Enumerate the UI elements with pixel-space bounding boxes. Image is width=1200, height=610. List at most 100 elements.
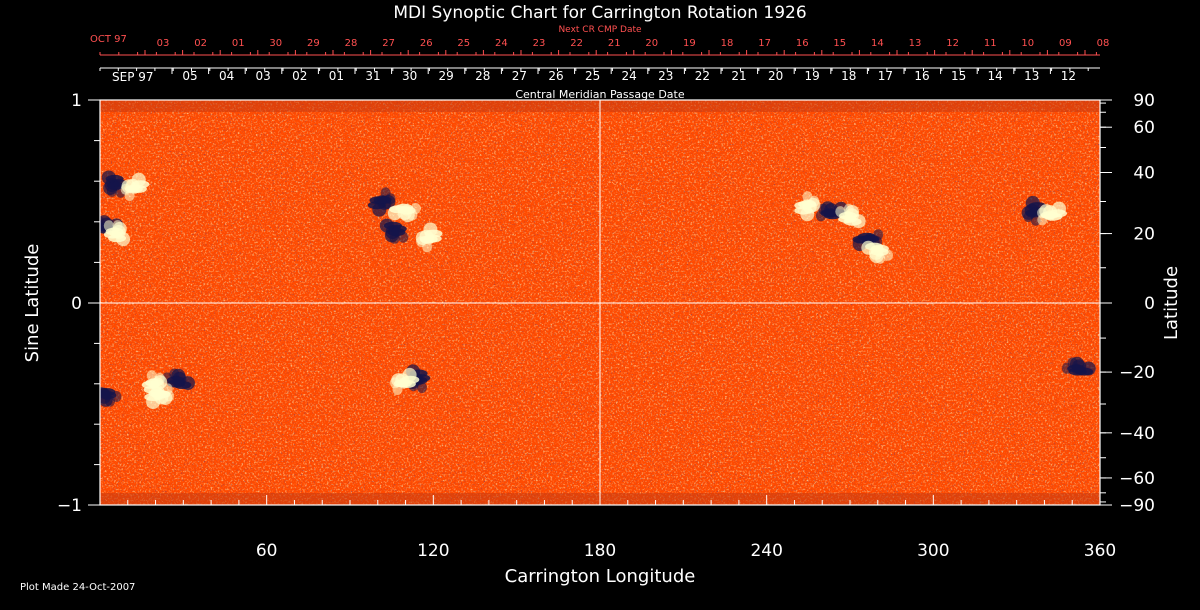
- cmp-axis-tick-label: 29: [439, 69, 454, 83]
- active-region-positive: [794, 191, 821, 222]
- top-axis-tick-label: 21: [608, 38, 621, 49]
- active-region-positive: [861, 240, 894, 264]
- y-right-axis-title: Latitude: [1161, 266, 1182, 340]
- active-region-blob: [373, 196, 392, 204]
- active-region-blob: [1067, 364, 1086, 373]
- top-axis-tick-label: 20: [645, 38, 658, 49]
- active-region-positive: [103, 220, 131, 247]
- top-axis-tick-label: 18: [721, 38, 734, 49]
- top-axis-tick-label: 10: [1021, 38, 1034, 49]
- active-region-blob: [861, 234, 880, 243]
- cmp-axis-tick-label: 20: [768, 69, 783, 83]
- cmp-axis-tick-label: 01: [329, 69, 344, 83]
- active-region-blob: [393, 379, 412, 388]
- active-region-blob: [116, 232, 131, 247]
- cmp-axis-tick-label: 02: [292, 69, 307, 83]
- active-region-negative: [101, 170, 128, 198]
- active-region-positive: [389, 367, 420, 395]
- active-region-blob: [145, 378, 163, 387]
- cmp-axis-tick-label: 12: [1061, 69, 1076, 83]
- plot-area: [90, 100, 1100, 505]
- y-right-tick-label: 60: [1133, 118, 1155, 138]
- y-left-tick-label: 0: [71, 294, 82, 314]
- active-region-blob: [379, 218, 394, 233]
- y-right-tick-label: −20: [1119, 363, 1155, 383]
- y-right-tick-label: 0: [1144, 294, 1155, 314]
- top-axis-tick-label: 29: [307, 38, 320, 49]
- active-region-blob: [101, 170, 116, 185]
- active-region-blob: [402, 367, 417, 382]
- active-region-positive: [120, 172, 150, 202]
- cmp-axis-tick-label: 28: [475, 69, 490, 83]
- cmp-axis-tick-label: 05: [182, 69, 197, 83]
- active-region-blob: [1025, 195, 1040, 210]
- active-region-negative: [379, 218, 409, 244]
- active-region-blob: [1081, 361, 1096, 376]
- top-axis-tick-label: 28: [345, 38, 358, 49]
- y-left-axis-ticks: 1 0 −1: [57, 91, 100, 516]
- top-axis-tick-label: 17: [758, 38, 771, 49]
- active-region-blob: [131, 172, 146, 187]
- cmp-axis-tick-label: 25: [585, 69, 600, 83]
- cmp-axis-tick-label: 26: [548, 69, 563, 83]
- x-axis-tick-label: 360: [1084, 541, 1116, 561]
- cmp-axis-ticks: 05 04 03 02 01 31 30 29 28 27 26 25 24 23 22 21 20 19 18 17…: [99, 68, 1089, 83]
- cmp-axis-tick-label: 13: [1024, 69, 1039, 83]
- active-region-blob: [152, 390, 171, 399]
- active-region-blob: [423, 222, 438, 237]
- x-axis-title: Carrington Longitude: [505, 566, 696, 587]
- active-region-blob: [90, 222, 100, 233]
- chart-title: MDI Synoptic Chart for Carrington Rotati…: [393, 3, 806, 23]
- active-region-positive: [144, 383, 175, 409]
- active-region-blob: [1040, 211, 1059, 220]
- cmp-axis-start-label: SEP 97: [112, 70, 154, 84]
- cmp-axis-tick-label: 15: [951, 69, 966, 83]
- top-axis-start-label: OCT 97: [90, 34, 127, 45]
- y-right-tick-label: −60: [1119, 469, 1155, 489]
- y-right-tick-label: −90: [1119, 496, 1155, 516]
- x-axis-tick-label: 60: [256, 541, 278, 561]
- active-regions: [90, 170, 1096, 409]
- cmp-axis-tick-label: 21: [731, 69, 746, 83]
- cmp-axis-tick-label: 31: [365, 69, 380, 83]
- plot-made-footer: Plot Made 24-Oct-2007: [20, 582, 135, 593]
- active-region-blob: [798, 200, 817, 209]
- top-axis-tick-label: 30: [269, 38, 282, 49]
- active-region-positive: [1037, 201, 1067, 226]
- y-left-tick-label: −1: [57, 496, 82, 516]
- active-region-blob: [870, 247, 889, 256]
- top-axis-tick-label: 24: [495, 38, 508, 49]
- active-region-blob: [839, 211, 857, 220]
- active-region-blob: [146, 395, 161, 409]
- top-axis-tick-label: 25: [457, 38, 470, 49]
- top-axis-tick-label: 16: [796, 38, 809, 49]
- active-region-blob: [419, 235, 438, 244]
- active-region-blob: [372, 202, 387, 217]
- active-region-positive: [387, 203, 421, 223]
- active-region-negative: [162, 368, 195, 391]
- top-axis-title: Next CR CMP Date: [558, 25, 642, 35]
- active-region-blob: [124, 184, 143, 193]
- cmp-axis-tick-label: 19: [805, 69, 820, 83]
- active-region-blob: [1052, 201, 1066, 216]
- top-axis-tick-label: 27: [382, 38, 395, 49]
- active-region-blob: [820, 209, 839, 218]
- cmp-axis-title: Central Meridian Passage Date: [515, 88, 684, 101]
- cmp-axis-tick-label: 30: [402, 69, 417, 83]
- top-axis-tick-label: 26: [420, 38, 433, 49]
- top-axis-tick-label: 03: [157, 38, 170, 49]
- active-region-blob: [800, 207, 815, 222]
- active-region-blob: [417, 382, 427, 393]
- y-left-tick-label: 1: [71, 91, 82, 111]
- y-right-tick-label: −40: [1119, 424, 1155, 444]
- top-axis-tick-label: 19: [683, 38, 696, 49]
- x-axis-tick-label: 120: [417, 541, 449, 561]
- active-region-blob: [105, 227, 124, 236]
- active-region-blob: [166, 376, 185, 385]
- active-region-negative: [1061, 356, 1096, 376]
- cmp-axis-tick-label: 03: [256, 69, 271, 83]
- active-region-negative: [367, 187, 396, 217]
- top-axis-tick-label: 02: [194, 38, 207, 49]
- active-region-blob: [397, 206, 416, 215]
